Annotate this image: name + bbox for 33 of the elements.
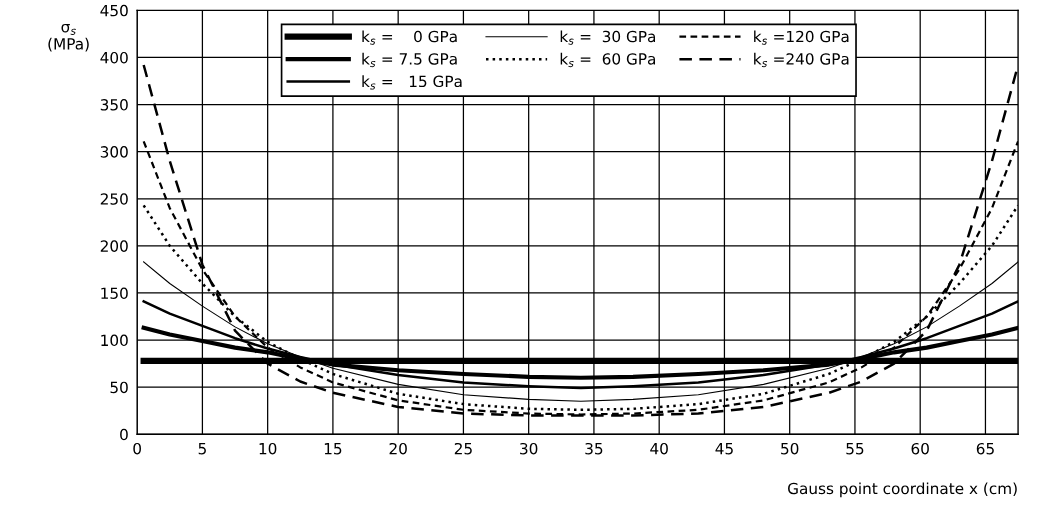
y-tick-label: 350	[100, 99, 128, 111]
x-tick-label: 60	[911, 442, 929, 455]
y-tick-label: 250	[100, 193, 128, 205]
x-tick-label: 65	[976, 442, 994, 455]
x-tick-label: 20	[389, 442, 407, 455]
y-axis-title: σ$_{s}$ (MPa)	[48, 23, 89, 52]
y-tick-label: 300	[100, 146, 128, 158]
x-axis-title: Gauss point coordinate x (cm)	[788, 482, 1017, 498]
x-tick-label: 50	[781, 442, 799, 455]
x-tick-label: 35	[585, 442, 603, 455]
legend-label: k$_{s}$ = 7.5 GPa	[362, 52, 457, 68]
x-tick-label: 5	[198, 443, 206, 455]
x-tick-label: 45	[715, 443, 733, 455]
x-tick-label: 30	[520, 442, 538, 455]
x-tick-label: 10	[259, 442, 277, 455]
x-tick-label: 25	[454, 442, 472, 455]
legend-label: k$_{s}$ = 0 GPa	[362, 30, 457, 45]
x-tick-label: 15	[324, 443, 342, 455]
legend-label: k$_{s}$ =120 GPa	[754, 30, 849, 45]
y-tick-label: 450	[100, 4, 128, 17]
y-tick-label: 400	[100, 51, 128, 64]
y-tick-label: 0	[120, 428, 128, 441]
legend-label: k$_{s}$ = 60 GPa	[560, 52, 656, 68]
y-tick-label: 150	[101, 287, 128, 299]
y-tick-label: 50	[110, 381, 128, 394]
y-tick-label: 100	[101, 334, 128, 347]
legend-label: k$_{s}$ = 30 GPa	[560, 30, 656, 45]
x-tick-label: 40	[650, 442, 668, 455]
legend-label: k$_{s}$ =240 GPa	[754, 52, 849, 68]
x-tick-label: 0	[133, 442, 141, 455]
y-tick-label: 200	[100, 240, 128, 252]
legend-label: k$_{s}$ = 15 GPa	[362, 75, 462, 90]
x-tick-label: 55	[846, 443, 864, 455]
